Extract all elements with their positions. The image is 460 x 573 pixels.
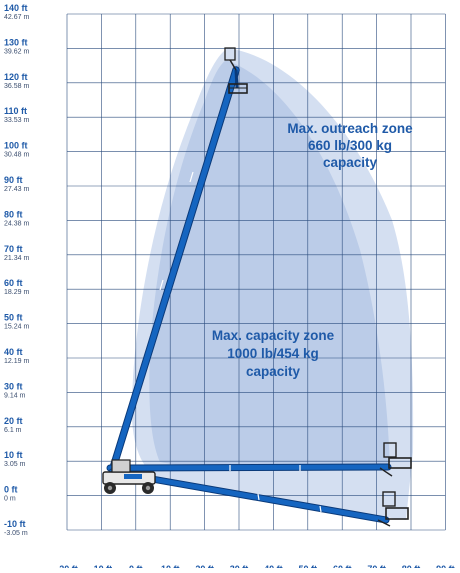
y-tick-label-ft: 130 ft <box>4 37 28 47</box>
platform-basket-middle <box>379 442 412 477</box>
y-tick-label-m: 42.67 m <box>4 14 29 21</box>
x-tick-label-ft: 50 ft <box>299 564 318 568</box>
y-tick-label-m: 18.29 m <box>4 289 29 296</box>
y-tick-label-ft: 110 ft <box>4 106 27 116</box>
capacity-zone-label: Max. capacity zone 1000 lb/454 kg capaci… <box>212 328 335 379</box>
x-tick-label-ft: 0 ft <box>129 564 143 568</box>
platform-basket-top <box>224 47 248 94</box>
y-tick-label-ft: 30 ft <box>4 381 23 391</box>
working-envelope <box>131 48 414 520</box>
y-tick-label-ft: 120 ft <box>4 72 28 82</box>
y-tick-label-m: -3.05 m <box>4 530 28 537</box>
y-tick-label-m: 12.19 m <box>4 358 29 365</box>
x-tick-label-ft: 40 ft <box>264 564 283 568</box>
x-tick-label-ft: -20 ft <box>56 564 78 568</box>
y-tick-label-ft: 60 ft <box>4 278 23 288</box>
y-tick-label-ft: 40 ft <box>4 347 23 357</box>
capacity-zone-line-3: capacity <box>246 364 301 379</box>
y-tick-label-m: 21.34 m <box>4 255 29 262</box>
x-tick-label-ft: 90 ft <box>436 564 455 568</box>
y-tick-label-m: 6.1 m <box>4 427 22 434</box>
boom-vertical <box>109 47 248 472</box>
y-tick-label-m: 15.24 m <box>4 324 29 331</box>
x-tick-label-ft: 10 ft <box>161 564 180 568</box>
outreach-zone-line-3: capacity <box>323 155 378 170</box>
grid <box>66 13 446 531</box>
y-tick-label-m: 3.05 m <box>4 461 26 468</box>
y-tick-label-m: 30.48 m <box>4 152 29 159</box>
outreach-zone-label: Max. outreach zone 660 lb/300 kg capacit… <box>287 121 413 170</box>
x-tick-label-ft: 20 ft <box>195 564 214 568</box>
x-tick-label-ft: -10 ft <box>91 564 113 568</box>
x-tick-label-ft: 60 ft <box>333 564 352 568</box>
y-tick-label-m: 33.53 m <box>4 117 29 124</box>
y-tick-label-ft: 140 ft <box>4 3 28 13</box>
y-tick-label-ft: 100 ft <box>4 141 28 151</box>
capacity-zone-line-2: 1000 lb/454 kg <box>227 346 319 361</box>
y-tick-label-m: 27.43 m <box>4 186 29 193</box>
x-tick-label-ft: 70 ft <box>367 564 386 568</box>
y-tick-label-ft: 90 ft <box>4 175 23 185</box>
y-tick-label-ft: 0 ft <box>4 485 18 495</box>
x-axis-labels: -20 ft-6.1 m-10 ft-3.05 m0 ft0 m10 ft3.0… <box>56 564 455 573</box>
y-tick-label-ft: 50 ft <box>4 313 23 323</box>
y-tick-label-ft: 20 ft <box>4 416 23 426</box>
capacity-zone-line-1: Max. capacity zone <box>212 328 335 343</box>
platform-basket-bottom <box>377 491 409 527</box>
boom-horizontal <box>106 442 412 477</box>
y-tick-label-m: 0 m <box>4 496 16 503</box>
boom-below-grade <box>108 468 409 527</box>
machine-positions <box>102 47 412 527</box>
y-tick-label-m: 24.38 m <box>4 220 29 227</box>
x-tick-label-ft: 30 ft <box>230 564 249 568</box>
y-tick-label-m: 39.62 m <box>4 48 29 55</box>
chassis <box>102 459 156 494</box>
y-tick-label-ft: 10 ft <box>4 450 23 460</box>
y-tick-label-m: 9.14 m <box>4 392 26 399</box>
y-tick-label-ft: -10 ft <box>4 519 26 529</box>
y-tick-label-ft: 70 ft <box>4 244 23 254</box>
outreach-zone-line-2: 660 lb/300 kg <box>308 138 392 153</box>
y-tick-label-m: 36.58 m <box>4 83 29 90</box>
outreach-zone-line-1: Max. outreach zone <box>287 121 413 136</box>
y-tick-label-ft: 80 ft <box>4 209 23 219</box>
x-tick-label-ft: 80 ft <box>402 564 421 568</box>
